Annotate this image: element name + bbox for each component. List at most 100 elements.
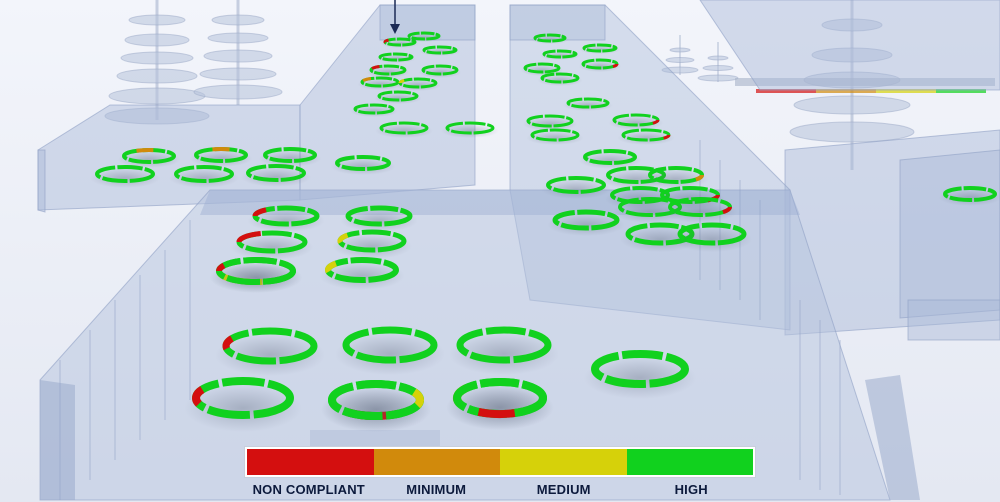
legend-swatch-high <box>626 449 753 475</box>
ring-shadow <box>583 357 697 399</box>
coverage-ring <box>263 147 317 163</box>
ring-shadow <box>247 209 325 232</box>
coverage-ring <box>379 121 429 135</box>
legend-swatch-medium <box>500 449 627 475</box>
ring-shadow <box>395 79 441 91</box>
ring-shadow <box>547 213 625 236</box>
coverage-ring-accent <box>477 407 516 418</box>
ring-shadow <box>184 384 302 433</box>
ring-shadow <box>374 92 422 104</box>
coverage-ring-accent <box>362 77 372 82</box>
ring-shadow <box>357 78 403 90</box>
coverage-ring <box>353 103 395 115</box>
coverage-ring <box>377 90 419 102</box>
coverage-ring <box>552 209 620 231</box>
ring-shadow <box>938 189 1000 206</box>
coverage-legend: NON COMPLIANT MINIMUM MEDIUM HIGH <box>245 447 755 497</box>
coverage-ring-accent <box>663 134 671 140</box>
coverage-ring <box>591 350 689 388</box>
coverage-ring <box>445 121 495 135</box>
coverage-ring-accent <box>222 335 234 351</box>
legend-swatch-non-compliant <box>247 449 374 475</box>
ring-shadow <box>537 74 583 86</box>
coverage-ring <box>526 114 574 128</box>
coverage-ring <box>95 165 155 183</box>
coverage-ring <box>369 64 407 76</box>
ring-shadow <box>332 233 412 259</box>
ring-shadow <box>617 131 675 145</box>
distant-coverage-strip <box>735 78 995 93</box>
ring-shadow <box>241 167 311 187</box>
coverage-ring <box>583 149 637 165</box>
coverage-ring-accent <box>236 231 261 243</box>
antenna-towers <box>104 0 915 170</box>
coverage-ring <box>422 45 458 55</box>
coverage-ring-accent <box>722 206 732 215</box>
coverage-ring-accent <box>411 388 424 409</box>
coverage-ring <box>566 97 610 109</box>
ring-shadow <box>366 66 410 78</box>
ring-shadow <box>340 209 418 232</box>
right-building <box>699 0 1000 341</box>
ring-shadow <box>319 262 405 290</box>
ring-shadow <box>522 117 578 131</box>
ring-shadow <box>117 151 181 169</box>
legend-label-minimum: MINIMUM <box>406 482 467 497</box>
coverage-ring-accent <box>216 262 226 272</box>
coverage-ring <box>546 176 606 194</box>
coverage-ring-accent <box>383 38 389 44</box>
ring-shadow <box>526 131 584 145</box>
coverage-ring <box>342 326 438 364</box>
coverage-ring-accent <box>371 65 380 70</box>
ring-shadow <box>330 158 396 176</box>
coverage-ring <box>421 64 459 76</box>
legend-color-bar <box>245 447 755 477</box>
ring-shadow <box>189 150 253 168</box>
ring-shadow <box>90 168 160 188</box>
coverage-ring <box>345 205 413 227</box>
legend-swatch-minimum <box>373 449 500 475</box>
coverage-ring-accent <box>398 78 405 84</box>
ring-shadow <box>169 168 239 188</box>
ring-shadow <box>350 105 398 117</box>
ring-shadow <box>578 60 622 72</box>
ring-shadow <box>441 124 499 138</box>
coverage-ring <box>378 52 414 62</box>
coverage-ring <box>533 33 567 43</box>
coverage-ring <box>360 76 400 88</box>
ring-shadow <box>643 169 709 189</box>
legend-label-medium: MEDIUM <box>536 482 591 497</box>
coverage-ring <box>530 128 580 142</box>
access-point-rings <box>90 31 1000 433</box>
coverage-ring <box>540 72 580 84</box>
ring-shadow <box>258 150 322 168</box>
ring-shadow <box>608 116 664 130</box>
coverage-ring <box>582 43 618 53</box>
coverage-ring <box>407 31 441 41</box>
arrow-down-icon <box>390 0 400 34</box>
coverage-ring <box>677 222 747 246</box>
ring-shadow <box>446 385 554 430</box>
coverage-ring-accent <box>192 386 205 407</box>
ring-shadow <box>215 334 325 376</box>
coverage-ring <box>174 165 234 183</box>
ring-shadow <box>375 124 433 138</box>
coverage-ring <box>456 326 552 364</box>
ring-shadow <box>449 333 559 375</box>
ring-shadow <box>335 333 445 375</box>
ring-shadow <box>209 262 303 293</box>
ring-shadow <box>541 179 611 199</box>
coverage-ring-accent <box>612 63 619 69</box>
ring-shadow <box>578 152 642 170</box>
coverage-ring <box>943 186 997 202</box>
coverage-ring-accent <box>337 232 349 244</box>
coverage-ring <box>335 155 391 171</box>
legend-label-high: HIGH <box>674 482 708 497</box>
ring-shadow <box>418 66 462 78</box>
coverage-ring <box>523 62 561 74</box>
ring-shadow <box>230 234 314 260</box>
coverage-ring-accent <box>252 207 267 217</box>
legend-label-non-compliant: NON COMPLIANT <box>252 482 365 497</box>
coverage-ring-accent <box>136 148 154 153</box>
